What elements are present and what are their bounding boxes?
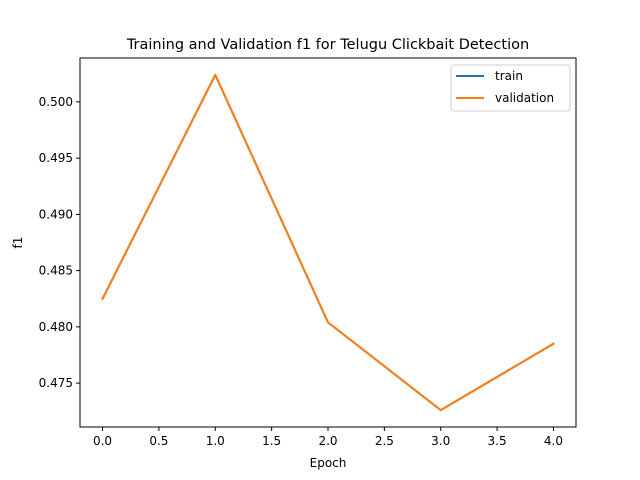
y-axis-label: f1 xyxy=(11,237,25,249)
y-tick-label: 0.485 xyxy=(39,264,73,278)
legend-label-train: train xyxy=(495,69,523,83)
chart-title: Training and Validation f1 for Telugu Cl… xyxy=(126,37,529,53)
series-line-validation xyxy=(101,73,555,412)
x-tick-label: 3.5 xyxy=(488,434,507,448)
x-axis-ticks: 0.0 0.5 1.0 1.5 2.0 2.5 3.0 3.5 4.0 xyxy=(93,427,563,448)
series-lines xyxy=(101,73,555,412)
x-tick-label: 3.0 xyxy=(431,434,450,448)
y-tick-label: 0.495 xyxy=(39,151,73,165)
x-tick-label: 0.0 xyxy=(93,434,112,448)
legend: train validation xyxy=(450,64,571,112)
legend-label-validation: validation xyxy=(495,91,554,105)
y-tick-label: 0.475 xyxy=(39,376,73,390)
x-axis-label: Epoch xyxy=(310,456,347,470)
y-tick-label: 0.490 xyxy=(39,207,73,221)
x-tick-label: 1.5 xyxy=(262,434,281,448)
y-axis-ticks: 0.475 0.480 0.485 0.490 0.495 0.500 xyxy=(39,95,80,390)
x-tick-label: 4.0 xyxy=(544,434,563,448)
x-tick-label: 2.0 xyxy=(318,434,337,448)
y-tick-label: 0.500 xyxy=(39,95,73,109)
y-tick-label: 0.480 xyxy=(39,320,73,334)
plot-frame xyxy=(79,57,577,428)
x-tick-label: 0.5 xyxy=(149,434,168,448)
x-tick-label: 1.0 xyxy=(206,434,225,448)
x-tick-label: 2.5 xyxy=(375,434,394,448)
